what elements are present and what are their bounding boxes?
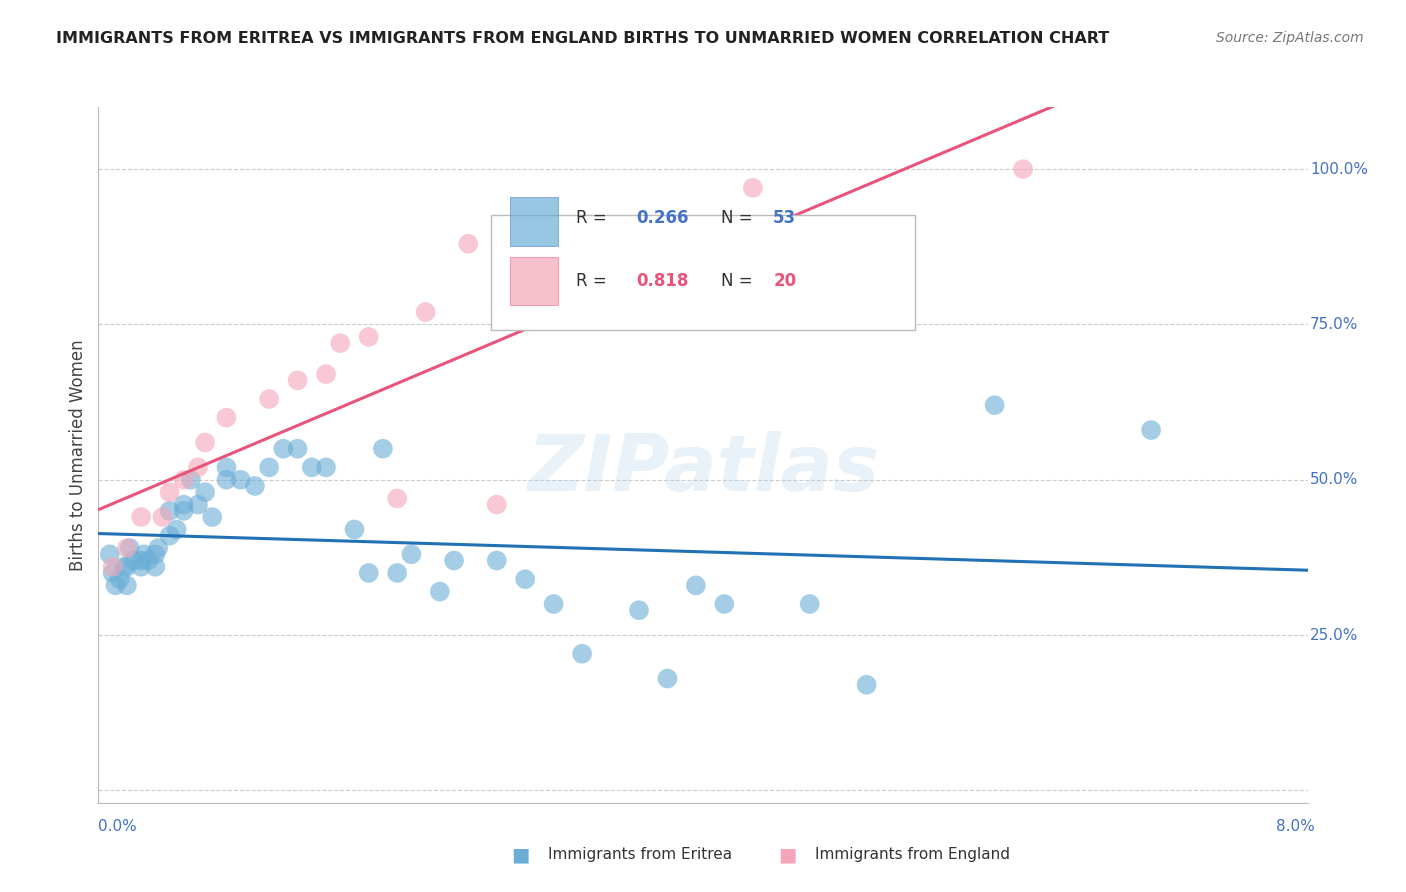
Point bbox=[194, 485, 217, 500]
Point bbox=[215, 410, 238, 425]
Point bbox=[741, 181, 763, 195]
Text: 0.266: 0.266 bbox=[637, 210, 689, 227]
Point bbox=[159, 504, 181, 518]
Point bbox=[685, 578, 707, 592]
Point bbox=[385, 491, 408, 506]
Text: 20: 20 bbox=[773, 272, 796, 290]
Point bbox=[152, 510, 174, 524]
Point bbox=[385, 566, 408, 580]
Text: R =: R = bbox=[576, 272, 612, 290]
Point bbox=[104, 578, 127, 592]
Point bbox=[429, 584, 451, 599]
Point bbox=[371, 442, 394, 456]
Point bbox=[194, 435, 217, 450]
Text: ZIPatlas: ZIPatlas bbox=[527, 431, 879, 507]
Point bbox=[122, 553, 145, 567]
Point bbox=[257, 392, 280, 406]
Text: 50.0%: 50.0% bbox=[1310, 472, 1358, 487]
Point bbox=[129, 553, 152, 567]
Point bbox=[287, 373, 309, 387]
Point bbox=[315, 460, 337, 475]
Point bbox=[713, 597, 735, 611]
Point bbox=[112, 559, 135, 574]
Point bbox=[357, 330, 380, 344]
Point bbox=[983, 398, 1005, 412]
Text: 75.0%: 75.0% bbox=[1310, 317, 1358, 332]
Point bbox=[115, 578, 138, 592]
Point bbox=[101, 566, 124, 580]
Point bbox=[329, 336, 352, 351]
Point bbox=[1140, 423, 1163, 437]
Point bbox=[173, 504, 195, 518]
Point bbox=[443, 553, 465, 567]
Point bbox=[132, 547, 155, 561]
Point bbox=[146, 541, 169, 555]
Text: IMMIGRANTS FROM ERITREA VS IMMIGRANTS FROM ENGLAND BIRTHS TO UNMARRIED WOMEN COR: IMMIGRANTS FROM ERITREA VS IMMIGRANTS FR… bbox=[56, 31, 1109, 46]
Text: ■: ■ bbox=[510, 845, 530, 864]
Point bbox=[166, 523, 188, 537]
Text: R =: R = bbox=[576, 210, 612, 227]
FancyBboxPatch shape bbox=[492, 215, 915, 330]
Point bbox=[159, 485, 181, 500]
Point bbox=[136, 553, 159, 567]
Point bbox=[143, 547, 166, 561]
Bar bbox=[509, 257, 558, 305]
Point bbox=[143, 559, 166, 574]
Text: 8.0%: 8.0% bbox=[1275, 819, 1315, 834]
Text: 0.818: 0.818 bbox=[637, 272, 689, 290]
Point bbox=[129, 510, 152, 524]
Point bbox=[515, 572, 537, 586]
Text: 53: 53 bbox=[773, 210, 796, 227]
Point bbox=[315, 367, 337, 381]
Point bbox=[357, 566, 380, 580]
Point bbox=[215, 460, 238, 475]
Point bbox=[98, 547, 121, 561]
Point bbox=[129, 559, 152, 574]
Text: Immigrants from Eritrea: Immigrants from Eritrea bbox=[548, 847, 733, 862]
Point bbox=[201, 510, 224, 524]
Text: 25.0%: 25.0% bbox=[1310, 628, 1358, 642]
Point bbox=[215, 473, 238, 487]
Text: ■: ■ bbox=[778, 845, 797, 864]
Text: Immigrants from England: Immigrants from England bbox=[815, 847, 1011, 862]
Point bbox=[415, 305, 437, 319]
Point bbox=[1012, 162, 1035, 177]
Point bbox=[118, 541, 141, 555]
Point bbox=[571, 647, 593, 661]
Point bbox=[301, 460, 323, 475]
Point bbox=[273, 442, 295, 456]
Point bbox=[101, 559, 124, 574]
Text: N =: N = bbox=[721, 210, 758, 227]
Point bbox=[457, 236, 479, 251]
Point bbox=[485, 553, 508, 567]
Point bbox=[187, 460, 209, 475]
Point bbox=[115, 541, 138, 555]
Point bbox=[229, 473, 252, 487]
Y-axis label: Births to Unmarried Women: Births to Unmarried Women bbox=[69, 339, 87, 571]
Point bbox=[627, 603, 650, 617]
Point bbox=[343, 523, 366, 537]
Point bbox=[543, 597, 565, 611]
Text: 100.0%: 100.0% bbox=[1310, 161, 1368, 177]
Point bbox=[799, 597, 821, 611]
Bar bbox=[509, 197, 558, 246]
Point bbox=[180, 473, 202, 487]
Text: Source: ZipAtlas.com: Source: ZipAtlas.com bbox=[1216, 31, 1364, 45]
Point bbox=[187, 498, 209, 512]
Point bbox=[108, 572, 131, 586]
Point bbox=[855, 678, 877, 692]
Text: 0.0%: 0.0% bbox=[98, 819, 138, 834]
Point bbox=[657, 672, 679, 686]
Point bbox=[287, 442, 309, 456]
Point bbox=[257, 460, 280, 475]
Point bbox=[243, 479, 266, 493]
Point bbox=[115, 559, 138, 574]
Text: N =: N = bbox=[721, 272, 758, 290]
Point bbox=[159, 529, 181, 543]
Point bbox=[485, 498, 508, 512]
Point bbox=[401, 547, 423, 561]
Point bbox=[173, 473, 195, 487]
Point bbox=[173, 498, 195, 512]
